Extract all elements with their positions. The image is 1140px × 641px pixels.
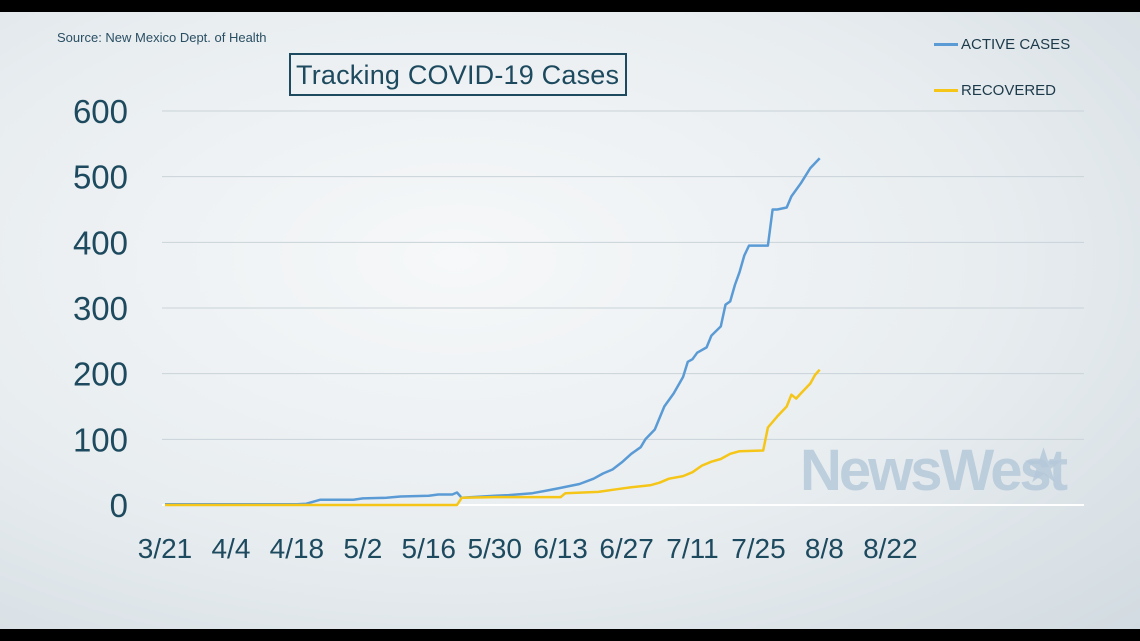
y-tick-label: 100 [73, 421, 128, 458]
y-tick-label: 400 [73, 224, 128, 261]
y-tick-label: 0 [110, 487, 128, 524]
x-tick-label: 8/22 [863, 533, 918, 564]
legend-swatch-recovered [934, 89, 958, 92]
legend-item-active: ACTIVE CASES [934, 36, 1070, 53]
texas-star-logo-icon: ★ [1022, 440, 1066, 493]
series-line-recovered [165, 368, 821, 507]
newswest-watermark: NewsWest [800, 438, 1068, 503]
legend-label-recovered: RECOVERED [961, 82, 1057, 99]
x-tick-label: 5/30 [467, 533, 522, 564]
y-tick-label: 500 [73, 159, 128, 196]
x-tick-label: 3/21 [138, 533, 193, 564]
y-tick-label: 600 [73, 93, 128, 130]
y-tick-label: 300 [73, 290, 128, 327]
chart-frame: 0 100 200 300 400 500 600 3/21 4/4 4/18 5/2 5/16 5/… [0, 12, 1140, 629]
legend-label-active: ACTIVE CASES [961, 36, 1071, 53]
x-tick-label: 5/16 [402, 533, 457, 564]
line-chart: 0 100 200 300 400 500 600 3/21 4/4 4/18 5/2 5/16 5/… [73, 93, 1084, 564]
source-note: Source: New Mexico Dept. of Health [57, 30, 267, 45]
series-lines [165, 157, 821, 507]
x-tick-label: 4/18 [270, 533, 325, 564]
x-tick-label: 6/13 [533, 533, 588, 564]
series-line-active-cases [165, 157, 821, 506]
x-tick-label: 5/2 [343, 533, 382, 564]
gridlines [162, 110, 1084, 506]
x-axis-ticks: 3/21 4/4 4/18 5/2 5/16 5/30 6/13 6/27 7/11 7/25 8/… [138, 533, 918, 564]
x-tick-label: 8/8 [805, 533, 844, 564]
x-tick-label: 7/11 [666, 533, 718, 564]
x-tick-label: 4/4 [211, 533, 250, 564]
y-axis-ticks: 0 100 200 300 400 500 600 [73, 93, 128, 524]
legend-swatch-active [934, 43, 958, 46]
x-tick-label: 7/25 [731, 533, 786, 564]
chart-title: Tracking COVID-19 Cases [289, 53, 628, 96]
legend-item-recovered: RECOVERED [934, 82, 1056, 99]
y-tick-label: 200 [73, 356, 128, 393]
x-tick-label: 6/27 [599, 533, 654, 564]
